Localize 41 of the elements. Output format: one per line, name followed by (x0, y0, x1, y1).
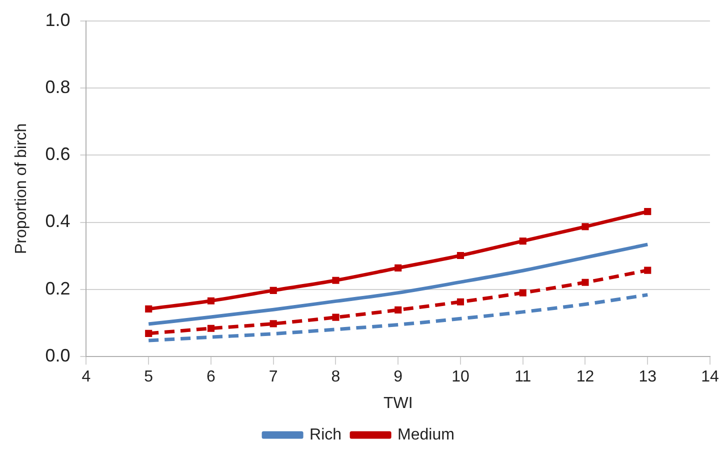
y-tick-label: 0.4 (45, 211, 70, 232)
x-axis-title: TWI (383, 394, 413, 412)
y-tick-label: 0.8 (45, 76, 70, 97)
y-tick-label: 0.6 (45, 144, 70, 164)
point (332, 314, 340, 321)
point (394, 306, 402, 314)
x-tick-label: 10 (452, 368, 470, 386)
y-tick-label: 0.0 (45, 346, 70, 366)
x-tick-label: 5 (144, 368, 154, 386)
point (332, 276, 340, 284)
point (644, 266, 652, 274)
x-tick-label: 8 (331, 368, 340, 386)
y-tick-label: 1.0 (45, 10, 70, 30)
point (207, 297, 215, 304)
line-series (146, 293, 650, 342)
x-tick-label: 12 (576, 368, 594, 386)
x-tick-label: 6 (206, 368, 216, 386)
point (456, 298, 464, 306)
point (519, 289, 526, 296)
point (207, 324, 215, 332)
legend-label: Medium (398, 426, 454, 444)
point (270, 286, 277, 294)
point (519, 238, 526, 245)
point (145, 330, 152, 337)
y-axis-title: Proportion of birch (13, 123, 30, 254)
x-tick-label: 4 (82, 368, 91, 386)
x-tick-label: 7 (268, 368, 278, 386)
x-tick-label: 9 (394, 368, 403, 386)
point (582, 278, 589, 286)
point (582, 223, 589, 230)
point (644, 208, 652, 216)
legend-label: Rich (310, 426, 342, 444)
x-tick-label: 14 (701, 368, 719, 386)
line-series (146, 242, 650, 326)
y-tick-label: 0.2 (45, 278, 70, 298)
point (394, 264, 402, 272)
point (456, 252, 464, 260)
point (270, 320, 277, 328)
x-tick-label: 13 (638, 368, 657, 386)
point (145, 305, 152, 312)
x-tick-label: 11 (514, 368, 532, 386)
